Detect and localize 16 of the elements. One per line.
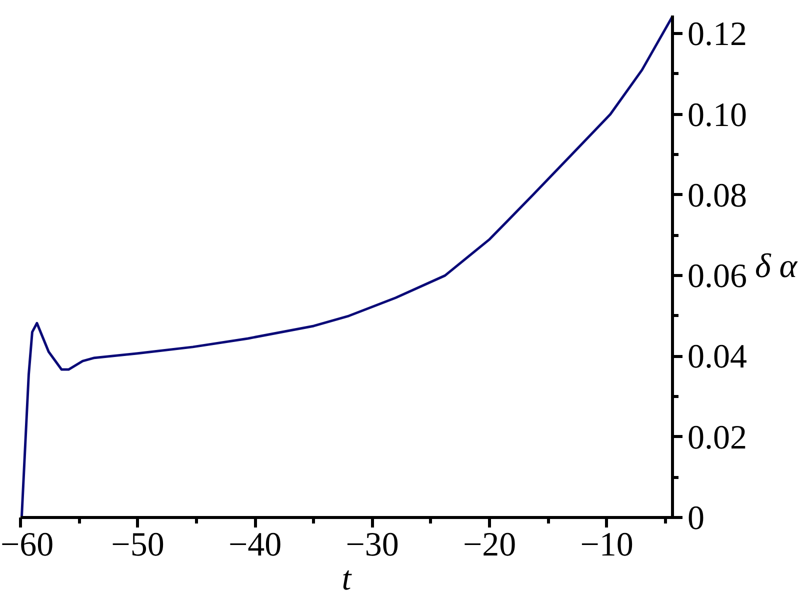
y-tick-label: 0.10 <box>688 96 747 134</box>
y-tick-label: 0.06 <box>688 258 747 296</box>
x-tick-label: −10 <box>580 526 634 564</box>
x-tick-label: −50 <box>111 526 164 564</box>
y-tick-label: 0.02 <box>688 419 747 456</box>
line-series <box>20 16 672 518</box>
x-tick-label: −60 <box>0 526 54 564</box>
x-axis-title: t <box>342 560 353 598</box>
y-axis-title: δ α <box>755 248 798 285</box>
y-tick-label: 0.04 <box>688 338 747 376</box>
x-tick-label: −30 <box>346 526 399 564</box>
x-tick-label: −20 <box>462 526 516 564</box>
x-tick-label: −40 <box>228 526 282 564</box>
y-tick-label: 0 <box>688 500 704 537</box>
y-tick-label: 0.08 <box>688 177 747 214</box>
y-tick-label: 0.12 <box>688 16 747 54</box>
